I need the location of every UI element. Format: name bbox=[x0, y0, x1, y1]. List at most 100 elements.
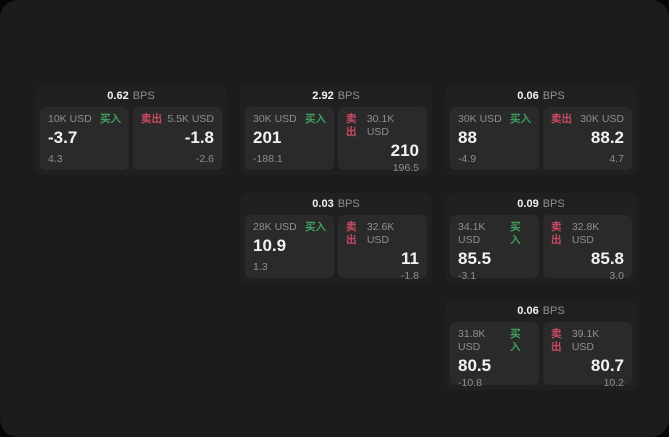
sell-price: 85.8 bbox=[590, 249, 624, 268]
card-body: 31.8K USD 买入 80.5 -10.8 卖出 39.1K USD 80.… bbox=[445, 322, 637, 389]
buy-tile-top: 30K USD 买入 bbox=[253, 113, 326, 126]
card-header: 2.92 BPS bbox=[240, 85, 432, 107]
quote-card: 0.06 BPS 30K USD 买入 88 -4.9 卖出 30K USD 8… bbox=[445, 85, 637, 175]
bps-unit-label: BPS bbox=[337, 90, 360, 102]
card-header: 0.62 BPS bbox=[35, 85, 227, 107]
buy-tile[interactable]: 31.8K USD 买入 80.5 -10.8 bbox=[450, 322, 539, 389]
buy-notional: 30K USD bbox=[253, 113, 297, 125]
sell-tile-top: 卖出 30.1K USD bbox=[346, 113, 419, 139]
buy-change: -4.9 bbox=[458, 153, 477, 165]
buy-notional: 34.1K USD bbox=[458, 221, 486, 246]
sell-tile[interactable]: 卖出 39.1K USD 80.7 10.2 bbox=[543, 322, 632, 389]
sell-label: 卖出 bbox=[346, 221, 357, 246]
card-header: 0.03 BPS bbox=[240, 193, 432, 215]
sell-tile[interactable]: 卖出 30K USD 88.2 4.7 bbox=[543, 107, 632, 170]
buy-tile[interactable]: 28K USD 买入 10.9 1.3 bbox=[245, 215, 334, 278]
sell-label: 卖出 bbox=[551, 221, 562, 246]
buy-label: 买入 bbox=[510, 113, 531, 125]
card-body: 34.1K USD 买入 85.5 -3.1 卖出 32.8K USD 85.8… bbox=[445, 215, 637, 282]
bps-unit-label: BPS bbox=[132, 90, 155, 102]
quote-card: 0.09 BPS 34.1K USD 买入 85.5 -3.1 卖出 32.8K… bbox=[445, 193, 637, 283]
sell-notional: 30K USD bbox=[580, 113, 624, 125]
buy-tile[interactable]: 30K USD 买入 201 -188.1 bbox=[245, 107, 334, 170]
buy-label: 买入 bbox=[510, 221, 521, 246]
sell-change: -1.8 bbox=[400, 270, 419, 282]
sell-price: 210 bbox=[390, 141, 419, 160]
buy-tile[interactable]: 30K USD 买入 88 -4.9 bbox=[450, 107, 539, 170]
buy-change: -10.8 bbox=[458, 377, 482, 389]
sell-change: 4.7 bbox=[609, 153, 624, 165]
sell-tile[interactable]: 卖出 30.1K USD 210 196.5 bbox=[338, 107, 427, 174]
buy-price: 10.9 bbox=[253, 236, 287, 255]
card-body: 10K USD 买入 -3.7 4.3 卖出 5.5K USD -1.8 -2.… bbox=[35, 107, 227, 170]
card-header: 0.06 BPS bbox=[445, 300, 637, 322]
card-body: 30K USD 买入 88 -4.9 卖出 30K USD 88.2 4.7 bbox=[445, 107, 637, 170]
bps-unit-label: BPS bbox=[542, 198, 565, 210]
buy-price: 85.5 bbox=[458, 249, 492, 268]
card-header: 0.09 BPS bbox=[445, 193, 637, 215]
bps-value: 0.03 bbox=[312, 198, 334, 210]
quote-card: 0.06 BPS 31.8K USD 买入 80.5 -10.8 卖出 39.1… bbox=[445, 300, 637, 390]
buy-notional: 31.8K USD bbox=[458, 328, 486, 353]
sell-change: 196.5 bbox=[392, 162, 419, 174]
buy-notional: 10K USD bbox=[48, 113, 92, 125]
sell-price: 88.2 bbox=[590, 128, 624, 147]
sell-price: 11 bbox=[401, 249, 419, 268]
sell-tile[interactable]: 卖出 32.6K USD 11 -1.8 bbox=[338, 215, 427, 282]
sell-change: 3.0 bbox=[609, 270, 624, 282]
buy-change: 4.3 bbox=[48, 153, 63, 165]
buy-tile-top: 30K USD 买入 bbox=[458, 113, 531, 126]
buy-tile[interactable]: 34.1K USD 买入 85.5 -3.1 bbox=[450, 215, 539, 282]
quote-card: 2.92 BPS 30K USD 买入 201 -188.1 卖出 30.1K … bbox=[240, 85, 432, 175]
buy-label: 买入 bbox=[100, 113, 121, 125]
buy-change: 1.3 bbox=[253, 261, 268, 273]
sell-tile[interactable]: 卖出 32.8K USD 85.8 3.0 bbox=[543, 215, 632, 282]
sell-label: 卖出 bbox=[141, 113, 162, 125]
buy-tile[interactable]: 10K USD 买入 -3.7 4.3 bbox=[40, 107, 129, 170]
buy-tile-top: 34.1K USD 买入 bbox=[458, 221, 531, 247]
bps-unit-label: BPS bbox=[542, 90, 565, 102]
buy-label: 买入 bbox=[305, 113, 326, 125]
sell-tile-top: 卖出 30K USD bbox=[551, 113, 624, 126]
quote-card: 0.03 BPS 28K USD 买入 10.9 1.3 卖出 32.6K US… bbox=[240, 193, 432, 283]
buy-tile-top: 10K USD 买入 bbox=[48, 113, 121, 126]
sell-notional: 30.1K USD bbox=[366, 113, 395, 138]
sell-tile-top: 卖出 32.8K USD bbox=[551, 221, 624, 247]
bps-unit-label: BPS bbox=[337, 198, 360, 210]
sell-notional: 5.5K USD bbox=[167, 113, 214, 125]
buy-label: 买入 bbox=[305, 221, 326, 233]
quote-card: 0.62 BPS 10K USD 买入 -3.7 4.3 卖出 5.5K USD… bbox=[35, 85, 227, 175]
sell-price: -1.8 bbox=[184, 128, 214, 147]
buy-tile-top: 31.8K USD 买入 bbox=[458, 328, 531, 354]
sell-label: 卖出 bbox=[551, 113, 572, 125]
sell-tile-top: 卖出 5.5K USD bbox=[141, 113, 214, 126]
sell-notional: 39.1K USD bbox=[571, 328, 600, 353]
sell-notional: 32.6K USD bbox=[366, 221, 395, 246]
buy-price: 201 bbox=[253, 128, 282, 147]
buy-price: 80.5 bbox=[458, 356, 492, 375]
sell-notional: 32.8K USD bbox=[571, 221, 600, 246]
card-body: 28K USD 买入 10.9 1.3 卖出 32.6K USD 11 -1.8 bbox=[240, 215, 432, 282]
sell-change: 10.2 bbox=[603, 377, 624, 389]
sell-label: 卖出 bbox=[346, 113, 357, 138]
buy-price: 88 bbox=[458, 128, 477, 147]
sell-tile-top: 卖出 39.1K USD bbox=[551, 328, 624, 354]
sell-tile[interactable]: 卖出 5.5K USD -1.8 -2.6 bbox=[133, 107, 222, 170]
bps-value: 2.92 bbox=[312, 90, 334, 102]
buy-label: 买入 bbox=[510, 328, 521, 353]
buy-notional: 30K USD bbox=[458, 113, 502, 125]
bps-value: 0.06 bbox=[517, 305, 539, 317]
bps-value: 0.09 bbox=[517, 198, 539, 210]
sell-change: -2.6 bbox=[195, 153, 214, 165]
buy-notional: 28K USD bbox=[253, 221, 297, 233]
bps-value: 0.62 bbox=[107, 90, 129, 102]
bps-unit-label: BPS bbox=[542, 305, 565, 317]
buy-price: -3.7 bbox=[48, 128, 78, 147]
sell-label: 卖出 bbox=[551, 328, 562, 353]
buy-change: -188.1 bbox=[253, 153, 283, 165]
sell-tile-top: 卖出 32.6K USD bbox=[346, 221, 419, 247]
bps-value: 0.06 bbox=[517, 90, 539, 102]
sell-price: 80.7 bbox=[590, 356, 624, 375]
card-header: 0.06 BPS bbox=[445, 85, 637, 107]
